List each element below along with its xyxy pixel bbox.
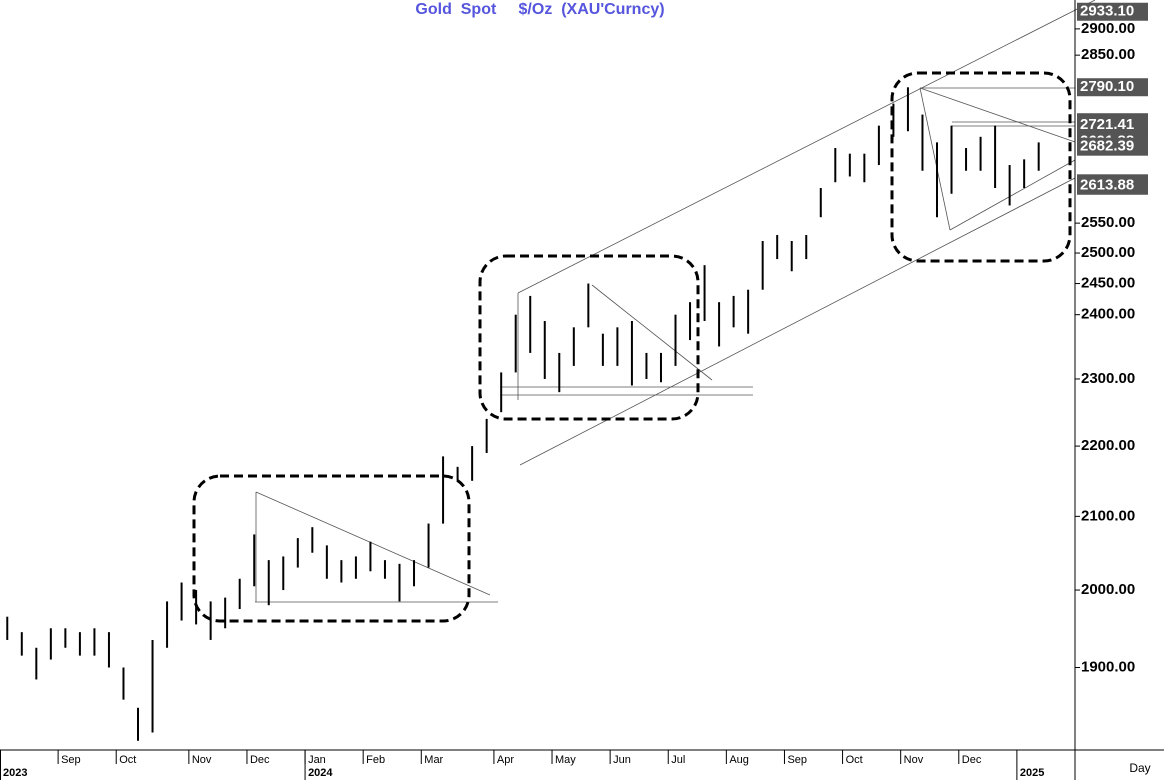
y-tick-label: 2450.00 (1081, 275, 1135, 292)
price-label: 2682.39 (1080, 138, 1134, 155)
x-tick-label: Jul (671, 754, 685, 766)
x-tick-label: Mar (424, 754, 443, 766)
x-axis-label: Day (1129, 761, 1150, 775)
x-tick-label: May (555, 754, 576, 766)
y-tick-label: 2100.00 (1081, 507, 1135, 524)
highlight-boxes (192, 71, 1072, 623)
x-tick-label: Dec (962, 754, 982, 766)
x-year-label: 2025 (1020, 767, 1044, 779)
y-tick-label: 2550.00 (1081, 214, 1135, 231)
x-tick-label: Apr (497, 754, 514, 766)
price-label-box (1077, 115, 1148, 134)
x-tick-label: Nov (192, 754, 212, 766)
x-tick-label: Jan (308, 754, 326, 766)
y-tick-label: 2900.00 (1081, 20, 1135, 37)
x-tick-label: Feb (366, 754, 385, 766)
x-tick-label: Aug (729, 754, 749, 766)
price-label-box (1077, 2, 1148, 21)
price-label: 2721.41 (1080, 116, 1134, 133)
y-tick-label: 2500.00 (1081, 244, 1135, 261)
y-tick-label: 2850.00 (1081, 46, 1135, 63)
annotations (255, 0, 1096, 603)
price-label-box (1077, 176, 1148, 195)
y-tick-label: 2200.00 (1081, 437, 1135, 454)
chart-title: Gold Spot $/Oz (XAU'Curncy) (415, 1, 664, 18)
price-label-box (1077, 78, 1148, 97)
x-tick-label: Sep (61, 754, 81, 766)
x-tick-label: Nov (904, 754, 924, 766)
x-tick-label: Dec (250, 754, 270, 766)
y-tick-label: 2400.00 (1081, 306, 1135, 323)
y-tick-label: 2000.00 (1081, 581, 1135, 598)
x-year-label: 2024 (308, 767, 333, 779)
x-tick-label: Oct (119, 754, 136, 766)
x-tick-label: Jun (613, 754, 631, 766)
x-year-label: 2023 (3, 767, 27, 779)
x-tick-label: Sep (787, 754, 807, 766)
y-tick-label: 1900.00 (1081, 658, 1135, 675)
price-label: 2933.10 (1080, 3, 1134, 20)
x-tick-label: Oct (846, 754, 863, 766)
price-label-box (1077, 137, 1148, 156)
y-tick-label: 2300.00 (1081, 370, 1135, 387)
price-label: 2790.10 (1080, 78, 1134, 95)
price-label: 2613.88 (1080, 177, 1134, 194)
